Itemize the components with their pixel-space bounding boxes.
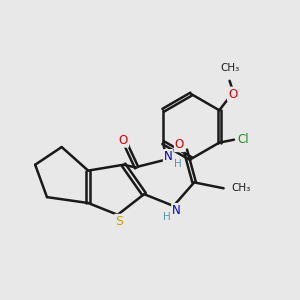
Text: Cl: Cl [237,133,249,146]
Text: CH₃: CH₃ [232,183,251,193]
Text: methoxy: methoxy [230,71,236,72]
Text: N: N [172,204,181,217]
Text: H: H [174,159,182,169]
Text: N: N [164,150,172,163]
Text: O: O [175,138,184,151]
Text: O: O [228,88,237,100]
Text: CH₃: CH₃ [220,63,239,74]
Text: H: H [163,212,171,222]
Text: O: O [119,134,128,147]
Text: S: S [115,215,123,228]
